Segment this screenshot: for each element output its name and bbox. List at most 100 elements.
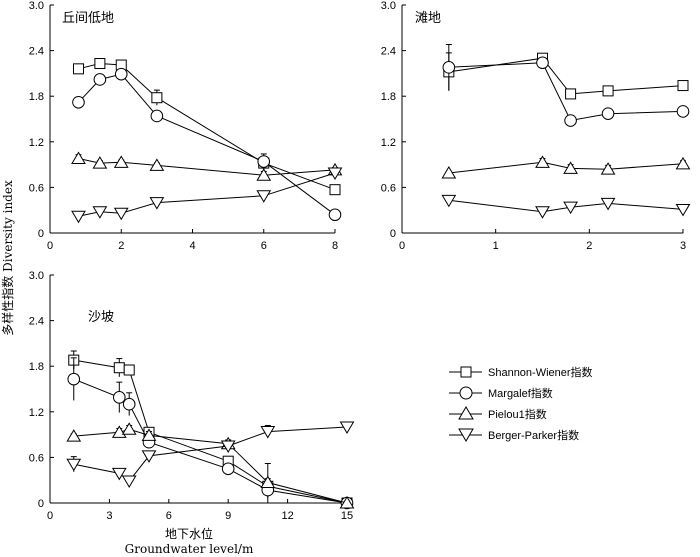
triangle-down-data-point [256, 190, 272, 203]
triangle-down-data-point [675, 203, 691, 217]
y-tick-label-sand-slope: 1.2 [29, 407, 44, 419]
x-tick-label-beach: 3 [680, 240, 686, 252]
y-tick-label-lowland: 1.8 [29, 91, 44, 103]
x-tick-label-beach: 1 [493, 240, 499, 252]
x-tick-label-sand-slope: 9 [225, 510, 231, 522]
y-tick-label-lowland: 3.0 [29, 0, 44, 12]
triangle-up-series-sand-slope-line [73, 428, 348, 504]
y-tick-label-lowland: 1.2 [29, 137, 44, 149]
triangle-up-data-point [260, 475, 276, 488]
x-tick-label-lowland: 6 [261, 240, 267, 252]
y-tick-label-beach: 0 [390, 228, 396, 240]
triangle-up-marker-icon [458, 406, 474, 420]
x-tick-label-sand-slope: 15 [341, 510, 353, 522]
y-tick-label-beach: 3.0 [381, 0, 396, 12]
triangle-down-marker-icon [458, 428, 474, 442]
circle-data-point [536, 56, 549, 70]
square-series-lowland-line [78, 62, 336, 191]
triangle-down-data-point [339, 421, 355, 434]
circle-data-point [257, 155, 271, 168]
triangle-down-data-point [113, 207, 129, 221]
x-tick-label-sand-slope: 12 [281, 510, 293, 522]
legend-label-margalef: Margalef指数 [488, 386, 553, 400]
triangle-down-data-point [111, 467, 127, 481]
x-tick-label-sand-slope: 0 [47, 510, 53, 522]
triangle-up-data-point [66, 429, 82, 442]
y-tick-label-sand-slope: 0.6 [29, 452, 44, 464]
y-tick-label-beach: 0.6 [381, 182, 396, 194]
y-tick-label-sand-slope: 2.4 [29, 316, 44, 328]
triangle-up-data-point [149, 158, 165, 171]
triangle-down-data-point [327, 167, 343, 180]
legend-item-margalef: Margalef指数 [449, 386, 553, 400]
triangle-down-data-point [441, 194, 457, 208]
triangle-down-data-point [600, 197, 616, 211]
circle-data-point [676, 105, 690, 118]
triangle-up-data-point [256, 168, 272, 181]
triangle-up-data-point [339, 496, 355, 509]
triangle-down-data-point [121, 475, 137, 488]
square-data-point [151, 92, 163, 104]
square-data-point [73, 63, 84, 75]
x-tick-label-sand-slope: 6 [166, 510, 172, 522]
circle-series-beach [442, 44, 690, 127]
y-tick-label-sand-slope: 0 [38, 498, 44, 510]
triangle-up-series-beach [441, 155, 691, 179]
square-series-beach [443, 52, 689, 100]
circle-data-point [442, 61, 456, 74]
triangle-down-series-beach [441, 194, 691, 219]
triangle-up-data-point [675, 156, 691, 170]
circle-data-point [93, 73, 107, 86]
square-series-sand-slope-line [73, 359, 348, 504]
triangle-up-data-point [600, 162, 616, 175]
panel-title-lowland: 丘间低地 [62, 11, 114, 26]
triangle-up-series-sand-slope [66, 422, 355, 509]
legend: Shannon-Wiener指数 Margalef指数 Pielou1指数 Be… [449, 365, 593, 442]
x-tick-label-beach: 0 [399, 240, 405, 252]
triangle-down-data-point [141, 450, 157, 463]
square-data-point [602, 85, 614, 97]
triangle-up-data-point [92, 156, 108, 169]
y-tick-label-sand-slope: 3.0 [29, 270, 44, 282]
circle-data-point [67, 372, 81, 386]
triangle-up-data-point [141, 428, 157, 441]
triangle-up-series-lowland [71, 151, 343, 181]
triangle-up-data-point [563, 161, 578, 174]
square-data-point [94, 58, 106, 70]
x-tick-label-sand-slope: 3 [106, 510, 112, 522]
triangle-down-data-point [260, 426, 276, 439]
circle-data-point [601, 107, 615, 120]
y-tick-label-sand-slope: 1.8 [29, 361, 44, 373]
y-tick-label-lowland: 2.4 [29, 46, 44, 58]
circle-data-point [113, 391, 126, 404]
legend-label-berger-parker: Berger-Parker指数 [488, 428, 579, 442]
panel-sand-slope: 沙坡 0 0.6 1.2 1.8 2.4 3.0 0 3 6 9 12 15 [29, 270, 355, 522]
circle-series-lowland [72, 67, 342, 222]
legend-item-shannon: Shannon-Wiener指数 [449, 365, 593, 379]
triangle-up-data-point [71, 151, 86, 165]
x-axis-title-en: Groundwater level/m [125, 542, 254, 556]
y-axis-title: 多样性指数 Diversity index [0, 180, 15, 336]
legend-label-pielou: Pielou1指数 [488, 407, 547, 421]
circle-series-lowland-line [78, 73, 336, 216]
panel-title-beach: 滩地 [415, 11, 441, 26]
circle-data-point [328, 208, 342, 222]
triangle-down-series-lowland [71, 167, 343, 224]
triangle-down-data-point [71, 210, 86, 224]
triangle-up-data-point [113, 155, 129, 168]
square-data-point [329, 184, 341, 196]
circle-data-point [122, 397, 136, 411]
y-tick-label-lowland: 0 [38, 228, 44, 240]
panel-title-sand-slope: 沙坡 [88, 310, 114, 325]
x-tick-label-lowland: 2 [118, 240, 124, 252]
x-tick-label-lowland: 0 [47, 240, 53, 252]
y-tick-label-lowland: 0.6 [29, 182, 44, 194]
legend-item-berger-parker: Berger-Parker指数 [449, 428, 579, 442]
panel-lowland: 丘间低地 0 0.6 1.2 1.8 2.4 3.0 0 2 4 6 8 [29, 0, 343, 252]
triangle-up-data-point [441, 165, 457, 179]
square-data-point [113, 362, 125, 374]
y-tick-label-beach: 1.2 [381, 137, 396, 149]
triangle-down-data-point [66, 458, 82, 472]
square-data-point [565, 88, 577, 100]
